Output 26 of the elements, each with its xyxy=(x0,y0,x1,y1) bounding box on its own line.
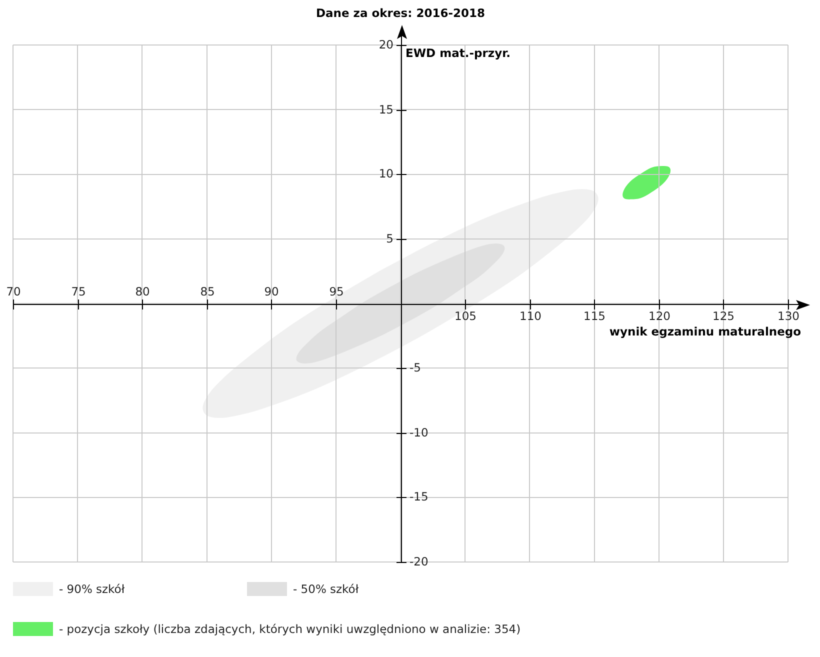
x-tick-label: 105 xyxy=(454,309,476,324)
y-tick-label: -5 xyxy=(410,360,421,374)
y2-tick-label: 10 xyxy=(378,166,394,180)
legend-label: - pozycja szkoły (liczba zdających, których wyniki uwzględniono w analizie: 354) xyxy=(59,622,521,636)
x-tick-label: 130 xyxy=(778,309,800,324)
y2-tick-label: 20 xyxy=(378,37,394,52)
y2-tick-label: 15 xyxy=(378,102,394,116)
y-tick-label: -10 xyxy=(410,425,428,440)
x2-tick-label: 90 xyxy=(264,284,279,299)
x2-tick-label: 75 xyxy=(71,284,86,299)
x2-tick-label: 70 xyxy=(6,284,21,299)
y-tick-label: -20 xyxy=(410,554,428,568)
x2-tick-label: 95 xyxy=(329,284,344,299)
y-axis-title: EWD mat.-przyr. xyxy=(406,46,510,60)
y2-tick-label: 5 xyxy=(386,231,394,246)
x-tick-label: 125 xyxy=(712,309,734,324)
x-tick-label: 120 xyxy=(648,309,670,324)
legend-label: - 90% szkół xyxy=(59,582,125,596)
y-tick-label: -15 xyxy=(410,489,428,504)
x-tick-label: 115 xyxy=(584,309,606,324)
x2-tick-label: 85 xyxy=(200,284,215,299)
x-axis-title: wynik egzaminu maturalnego xyxy=(609,324,802,338)
legend-label: - 50% szkół xyxy=(293,582,359,596)
x2-tick-label: 80 xyxy=(135,284,150,299)
chart-title: Dane za okres: 2016-2018 xyxy=(316,6,486,20)
x-tick-label: 110 xyxy=(520,309,542,324)
